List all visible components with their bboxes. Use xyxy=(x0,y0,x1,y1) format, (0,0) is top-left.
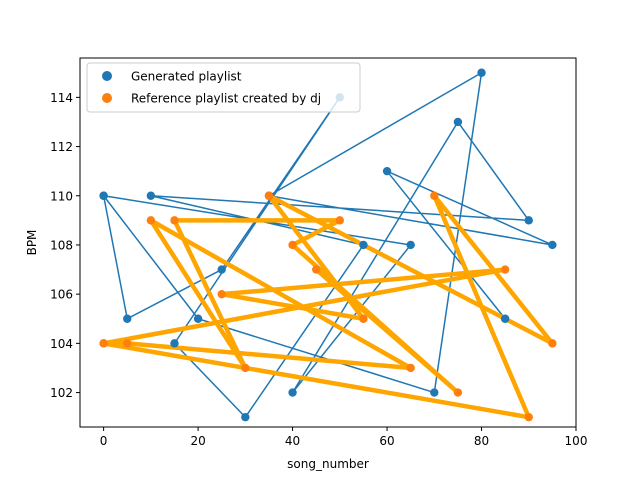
data-point-reference xyxy=(146,216,156,225)
data-point-reference xyxy=(500,265,510,274)
x-tick-label: 100 xyxy=(565,434,588,448)
y-axis-label: BPM xyxy=(25,230,39,256)
data-point-generated xyxy=(477,68,486,77)
series-points-reference xyxy=(99,191,557,422)
data-point-reference xyxy=(311,265,321,274)
data-point-reference xyxy=(288,240,297,250)
data-point-reference xyxy=(524,412,533,422)
data-point-reference xyxy=(548,339,557,348)
y-tick-label: 102 xyxy=(50,386,73,400)
data-point-generated xyxy=(193,314,203,323)
y-tick-label: 114 xyxy=(50,91,73,105)
data-point-generated xyxy=(99,191,108,200)
data-point-reference xyxy=(241,363,250,373)
data-point-generated xyxy=(406,240,415,250)
y-axis: 102 104 106 108 110 112 114 xyxy=(50,91,80,400)
data-point-generated xyxy=(524,216,533,225)
legend-marker-reference xyxy=(102,93,112,103)
data-point-reference xyxy=(453,388,463,397)
y-tick-label: 104 xyxy=(50,337,73,351)
data-point-reference xyxy=(430,191,439,200)
x-tick-label: 0 xyxy=(100,434,108,448)
x-axis: 0 20 40 60 80 100 xyxy=(100,427,588,448)
axes-frame xyxy=(79,57,577,428)
data-point-reference xyxy=(123,339,132,348)
series-line-reference xyxy=(101,193,555,420)
data-point-reference xyxy=(170,216,179,225)
legend-box xyxy=(86,62,361,113)
data-point-reference xyxy=(217,289,226,299)
legend-label-generated: Generated playlist xyxy=(131,70,242,84)
legend-label-reference: Reference playlist created by dj xyxy=(131,92,321,106)
y-tick-label: 106 xyxy=(50,288,73,302)
data-point-reference xyxy=(335,216,345,225)
data-point-generated xyxy=(359,240,368,250)
data-point-generated xyxy=(217,265,226,274)
data-point-generated xyxy=(430,388,439,397)
data-point-generated xyxy=(170,339,179,348)
y-tick-label: 112 xyxy=(50,140,73,154)
data-point-reference xyxy=(264,191,274,200)
y-tick-label: 108 xyxy=(50,238,73,252)
data-point-generated xyxy=(453,117,463,127)
data-point-reference xyxy=(406,363,415,373)
legend: Generated playlist Reference playlist cr… xyxy=(86,62,361,113)
data-point-generated xyxy=(288,388,297,397)
data-point-generated xyxy=(548,240,557,250)
x-tick-label: 40 xyxy=(285,434,300,448)
data-point-generated xyxy=(146,191,156,200)
data-point-generated xyxy=(241,412,250,422)
x-axis-label: song_number xyxy=(287,457,369,471)
data-point-reference xyxy=(99,339,108,348)
legend-marker-generated xyxy=(102,71,112,81)
y-tick-label: 110 xyxy=(50,189,73,203)
x-tick-label: 60 xyxy=(379,434,394,448)
x-tick-label: 20 xyxy=(190,434,205,448)
series-line-generated xyxy=(102,72,554,418)
x-tick-label: 80 xyxy=(474,434,489,448)
data-point-generated xyxy=(382,166,392,176)
data-point-reference xyxy=(359,314,368,323)
data-point-generated xyxy=(500,314,510,323)
data-point-generated xyxy=(123,314,132,323)
